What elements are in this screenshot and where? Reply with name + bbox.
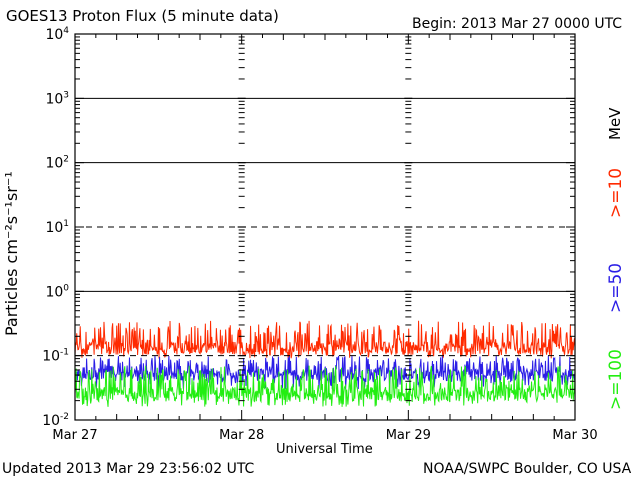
series-line-2 [74, 365, 576, 407]
x-tick-label: Mar 29 [386, 428, 431, 443]
axis-layer [74, 33, 576, 421]
legend-series-100: >=100 [606, 349, 626, 410]
grid-layer [75, 36, 575, 421]
x-tick-label: Mar 30 [552, 428, 597, 443]
x-tick-label: Mar 28 [219, 428, 264, 443]
legend-unit: MeV [606, 107, 624, 140]
y-tick-label: 104 [45, 26, 69, 43]
y-tick-label: 102 [45, 155, 69, 172]
plot-frame [74, 33, 576, 421]
legend-series-50: >=50 [606, 262, 626, 313]
updated-timestamp: Updated 2013 Mar 29 23:56:02 UTC [2, 461, 255, 477]
legend-series-10: >=10 [606, 167, 626, 218]
x-tick-label: Mar 27 [52, 428, 97, 443]
series-line-0 [74, 320, 576, 359]
label-layer: Mar 27 Mar 28 Mar 29 Mar 30 104 103 102 101 100 1… [42, 26, 597, 443]
data-source: NOAA/SWPC Boulder, CO USA [423, 461, 632, 477]
x-axis-title: Universal Time [276, 442, 373, 457]
chart-title: GOES13 Proton Flux (5 minute data) [6, 7, 279, 25]
y-axis-title: Particles cm⁻²s⁻¹sr⁻¹ [2, 171, 21, 336]
series-layer [74, 320, 576, 407]
y-tick-label: 103 [45, 90, 69, 107]
y-tick-label: 101 [45, 219, 69, 236]
y-tick-label: 10-1 [42, 348, 69, 365]
begin-time: Begin: 2013 Mar 27 0000 UTC [412, 16, 623, 32]
y-tick-label: 10-2 [42, 412, 69, 429]
y-tick-label: 100 [45, 283, 69, 300]
